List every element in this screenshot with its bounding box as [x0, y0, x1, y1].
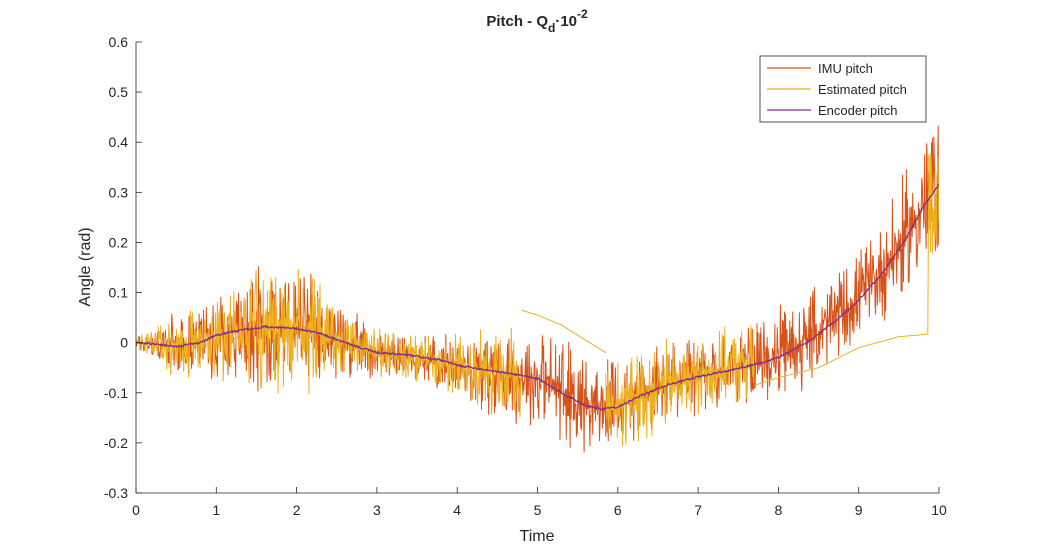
y-tick-label: -0.1	[104, 385, 128, 401]
y-tick-label: 0.2	[109, 234, 129, 250]
series-layer	[136, 125, 939, 453]
chart-title: Pitch - Qd·10-2	[486, 7, 588, 35]
x-tick-label: 4	[453, 502, 461, 518]
chart-title-main: Pitch - Q	[486, 13, 548, 30]
x-tick-label: 9	[855, 502, 863, 518]
series-line-estimated-pitch-drift	[754, 192, 930, 386]
legend-label-encoder: Encoder pitch	[818, 103, 898, 118]
y-tick-label: 0.1	[109, 285, 129, 301]
x-tick-label: 7	[694, 502, 702, 518]
series-line-estimated-pitch	[605, 325, 755, 447]
chart-title-times: ·10	[555, 13, 577, 30]
y-tick-label: 0.6	[109, 34, 129, 50]
series-line-estimated-pitch-drift	[521, 309, 607, 354]
y-tick-label: 0.4	[109, 134, 129, 150]
plot-area: 0 1 2 3 4 5 6 7 8 9 10 -0.3 -0.2 -0.1 0 0.1 0.2 0.3 0.4 0.5…	[104, 34, 947, 518]
legend: IMU pitch Estimated pitch Encoder pitch	[759, 55, 927, 123]
series-line-estimated-pitch	[136, 268, 522, 418]
x-tick-label: 6	[614, 502, 622, 518]
axis-ticks: 0 1 2 3 4 5 6 7 8 9 10 -0.3 -0.2 -0.1 0 0.1 0.2 0.3 0.4 0.5…	[104, 34, 947, 518]
y-tick-label: -0.3	[104, 485, 128, 501]
legend-label-imu: IMU pitch	[818, 61, 873, 76]
legend-label-estimated: Estimated pitch	[818, 82, 907, 97]
x-tick-label: 1	[212, 502, 220, 518]
x-tick-label: 8	[775, 502, 783, 518]
x-axis-label: Time	[520, 528, 555, 545]
x-tick-label: 3	[373, 502, 381, 518]
series-line-estimated-pitch	[928, 153, 939, 254]
chart-title-exponent: -2	[577, 7, 588, 21]
x-tick-label: 0	[132, 502, 140, 518]
y-tick-label: 0.3	[109, 184, 129, 200]
series-line-imu-pitch	[136, 125, 939, 453]
x-tick-label: 10	[931, 502, 947, 518]
chart-title-subscript: d	[548, 21, 555, 35]
x-tick-label: 5	[534, 502, 542, 518]
y-tick-label: -0.2	[104, 435, 128, 451]
x-tick-label: 2	[293, 502, 301, 518]
series-line-encoder-pitch	[136, 183, 939, 411]
y-tick-label: 0.5	[109, 84, 129, 100]
y-tick-label: 0	[120, 335, 128, 351]
y-axis-label: Angle (rad)	[77, 227, 94, 306]
